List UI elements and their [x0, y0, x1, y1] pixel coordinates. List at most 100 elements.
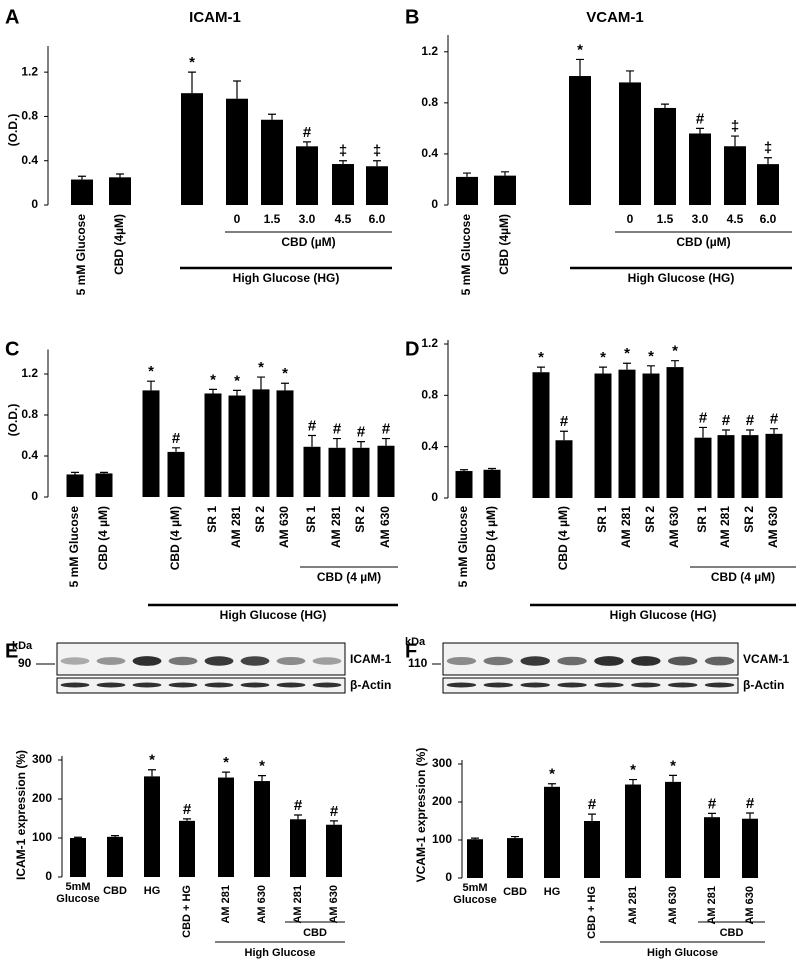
blot-band [704, 682, 735, 688]
x-tick-label: AM 281 [718, 506, 732, 548]
blot-band [276, 657, 306, 665]
x-tick-label: AM 630 [277, 506, 291, 548]
bar [252, 389, 270, 497]
blot-band [594, 656, 624, 666]
bar [507, 838, 523, 878]
error-bar [488, 467, 496, 470]
blot-frame [442, 677, 739, 694]
y-tick-label: 100 [32, 830, 52, 844]
x-tick-label: SR 1 [695, 506, 709, 533]
chart-title: VCAM-1 [586, 9, 644, 26]
error-bar [696, 127, 704, 134]
error-bar [339, 160, 347, 165]
blot-band [704, 656, 735, 666]
significance-marker: # [294, 797, 303, 814]
error-bar [623, 362, 631, 370]
x-tick-label: HG [144, 885, 161, 897]
group-label: High Glucose (HG) [610, 608, 717, 622]
error-bar [373, 160, 381, 167]
x-tick-label: CBD (4 µM) [168, 506, 182, 570]
bar [66, 474, 84, 497]
significance-marker: * [672, 343, 678, 360]
blot-control: β-Actin [350, 678, 391, 692]
significance-marker: # [333, 421, 342, 438]
x-tick-label: 0 [234, 212, 241, 226]
x-tick-label: AM 630 [667, 886, 679, 925]
significance-marker: ‡ [373, 143, 381, 160]
bar [765, 433, 783, 498]
error-bar [188, 71, 196, 94]
error-bar [111, 835, 119, 837]
blot-frame [56, 677, 346, 694]
significance-marker: * [577, 41, 583, 58]
bar [326, 824, 342, 877]
bar [290, 819, 306, 877]
blot-band [168, 656, 198, 666]
blot-size: 90 [18, 656, 32, 670]
error-bar [548, 783, 556, 787]
x-tick-label: 5mM [65, 881, 90, 893]
error-bar [78, 175, 86, 180]
error-bar [460, 469, 468, 472]
blot-band [631, 682, 661, 688]
bar [544, 786, 560, 878]
x-tick-label: Glucose [453, 894, 496, 906]
significance-marker: * [189, 54, 195, 71]
error-bar [382, 437, 390, 446]
error-bar [629, 778, 637, 785]
bar [741, 435, 759, 498]
x-tick-label: AM 630 [766, 506, 780, 548]
significance-marker: # [172, 430, 181, 447]
x-tick-label: AM 630 [744, 886, 756, 925]
error-bar [222, 771, 230, 778]
error-bar [147, 380, 155, 391]
y-tick-label: 0.4 [421, 439, 438, 453]
bar [619, 82, 641, 205]
group-label: CBD (4 µM) [711, 570, 775, 584]
y-tick-label: 0.4 [21, 448, 38, 462]
y-tick-label: 0 [431, 490, 438, 504]
panel-letter: B [405, 6, 419, 28]
group-label: High Glucose [245, 947, 316, 959]
blot-band [204, 656, 234, 666]
x-tick-label: AM 281 [706, 886, 718, 925]
bar [70, 838, 86, 877]
group-label: CBD (µM) [676, 235, 730, 249]
x-tick-label: 5 mM Glucose [67, 506, 81, 588]
blot-band [520, 682, 550, 688]
error-bar [71, 471, 79, 475]
x-tick-label: AM 281 [329, 506, 343, 548]
significance-marker: * [549, 766, 555, 783]
x-tick-label: 1.5 [264, 212, 281, 226]
significance-marker: * [624, 345, 630, 362]
error-bar [172, 447, 180, 452]
blot-band [667, 682, 698, 688]
error-bar [764, 157, 772, 165]
bar [455, 471, 473, 498]
significance-marker: ‡ [339, 143, 347, 160]
significance-marker: * [259, 758, 265, 775]
bar [569, 76, 591, 206]
bar [71, 179, 93, 205]
bar [665, 781, 681, 878]
x-tick-label: CBD (4µM) [112, 214, 126, 275]
blot-band [520, 656, 550, 666]
blot-target: ICAM-1 [350, 652, 392, 666]
y-tick-label: 0 [31, 489, 38, 503]
error-bar [661, 103, 669, 108]
significance-marker: # [699, 409, 708, 426]
blot-frame [56, 642, 346, 676]
error-bar [308, 434, 316, 447]
significance-marker: * [600, 349, 606, 366]
y-tick-label: 1.2 [421, 44, 438, 58]
x-tick-label: SR 1 [304, 506, 318, 533]
blot-unit: kDa [405, 636, 426, 648]
error-bar [471, 837, 479, 840]
x-tick-label: CBD [503, 886, 527, 898]
bar [109, 177, 131, 205]
significance-marker: * [149, 752, 155, 769]
significance-marker: # [588, 796, 597, 813]
